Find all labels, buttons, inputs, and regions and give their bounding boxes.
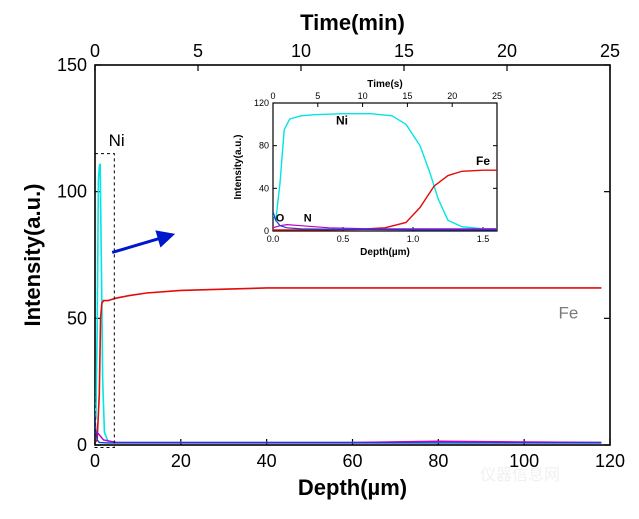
inset-xtick-top-label: 5 xyxy=(315,91,320,101)
inset-ytick-label: 80 xyxy=(259,141,269,151)
inset-label-o: O xyxy=(276,212,285,224)
inset-x-top-label: Time(s) xyxy=(367,79,402,90)
inset-y-label: Intensity(a.u.) xyxy=(233,134,244,199)
inset-xtick-top-label: 10 xyxy=(358,91,368,101)
inset-ytick-label: 40 xyxy=(259,183,269,193)
series-o xyxy=(95,415,601,443)
inset-xtick-top-label: 20 xyxy=(447,91,457,101)
xtick-label: 60 xyxy=(342,451,362,471)
depth-profile-chart: 仪器信息网0204060801001200510152025050100150D… xyxy=(0,0,639,519)
xtick-label: 20 xyxy=(171,451,191,471)
label-ni: Ni xyxy=(109,131,125,150)
inset-label-n: N xyxy=(304,212,312,224)
inset-x-label: Depth(µm) xyxy=(360,247,410,258)
zoom-arrow xyxy=(112,235,172,253)
inset-xtick-top-label: 25 xyxy=(492,91,502,101)
x-axis-top-label: Time(min) xyxy=(300,10,405,35)
xtick-top-label: 0 xyxy=(90,41,100,61)
inset-ytick-label: 0 xyxy=(264,226,269,236)
inset-xtick-label: 1.0 xyxy=(407,234,420,244)
inset-chart: 0.00.51.01.5051015202504080120Depth(µm)T… xyxy=(233,79,502,258)
xtick-top-label: 15 xyxy=(394,41,414,61)
series-n xyxy=(95,432,601,442)
inset-ytick-label: 120 xyxy=(254,98,269,108)
ytick-label: 0 xyxy=(77,435,87,455)
xtick-label: 120 xyxy=(595,451,625,471)
ytick-label: 50 xyxy=(67,308,87,328)
inset-xtick-top-label: 15 xyxy=(402,91,412,101)
xtick-label: 100 xyxy=(509,451,539,471)
inset-xtick-top-label: 0 xyxy=(270,91,275,101)
inset-label-fe: Fe xyxy=(476,154,490,168)
inset-xtick-label: 1.5 xyxy=(477,234,490,244)
xtick-top-label: 10 xyxy=(291,41,311,61)
series-fe xyxy=(95,288,601,443)
label-fe: Fe xyxy=(559,303,579,322)
xtick-top-label: 20 xyxy=(497,41,517,61)
xtick-label: 40 xyxy=(257,451,277,471)
y-axis-label: Intensity(a.u.) xyxy=(20,183,45,326)
ytick-label: 150 xyxy=(57,55,87,75)
inset-label-ni: Ni xyxy=(336,113,348,127)
inset-xtick-label: 0.5 xyxy=(337,234,350,244)
ytick-label: 100 xyxy=(57,182,87,202)
xtick-label: 80 xyxy=(428,451,448,471)
xtick-top-label: 25 xyxy=(600,41,620,61)
xtick-label: 0 xyxy=(90,451,100,471)
chart-svg: 仪器信息网0204060801001200510152025050100150D… xyxy=(0,0,639,519)
xtick-top-label: 5 xyxy=(193,41,203,61)
x-axis-label: Depth(µm) xyxy=(298,475,407,500)
